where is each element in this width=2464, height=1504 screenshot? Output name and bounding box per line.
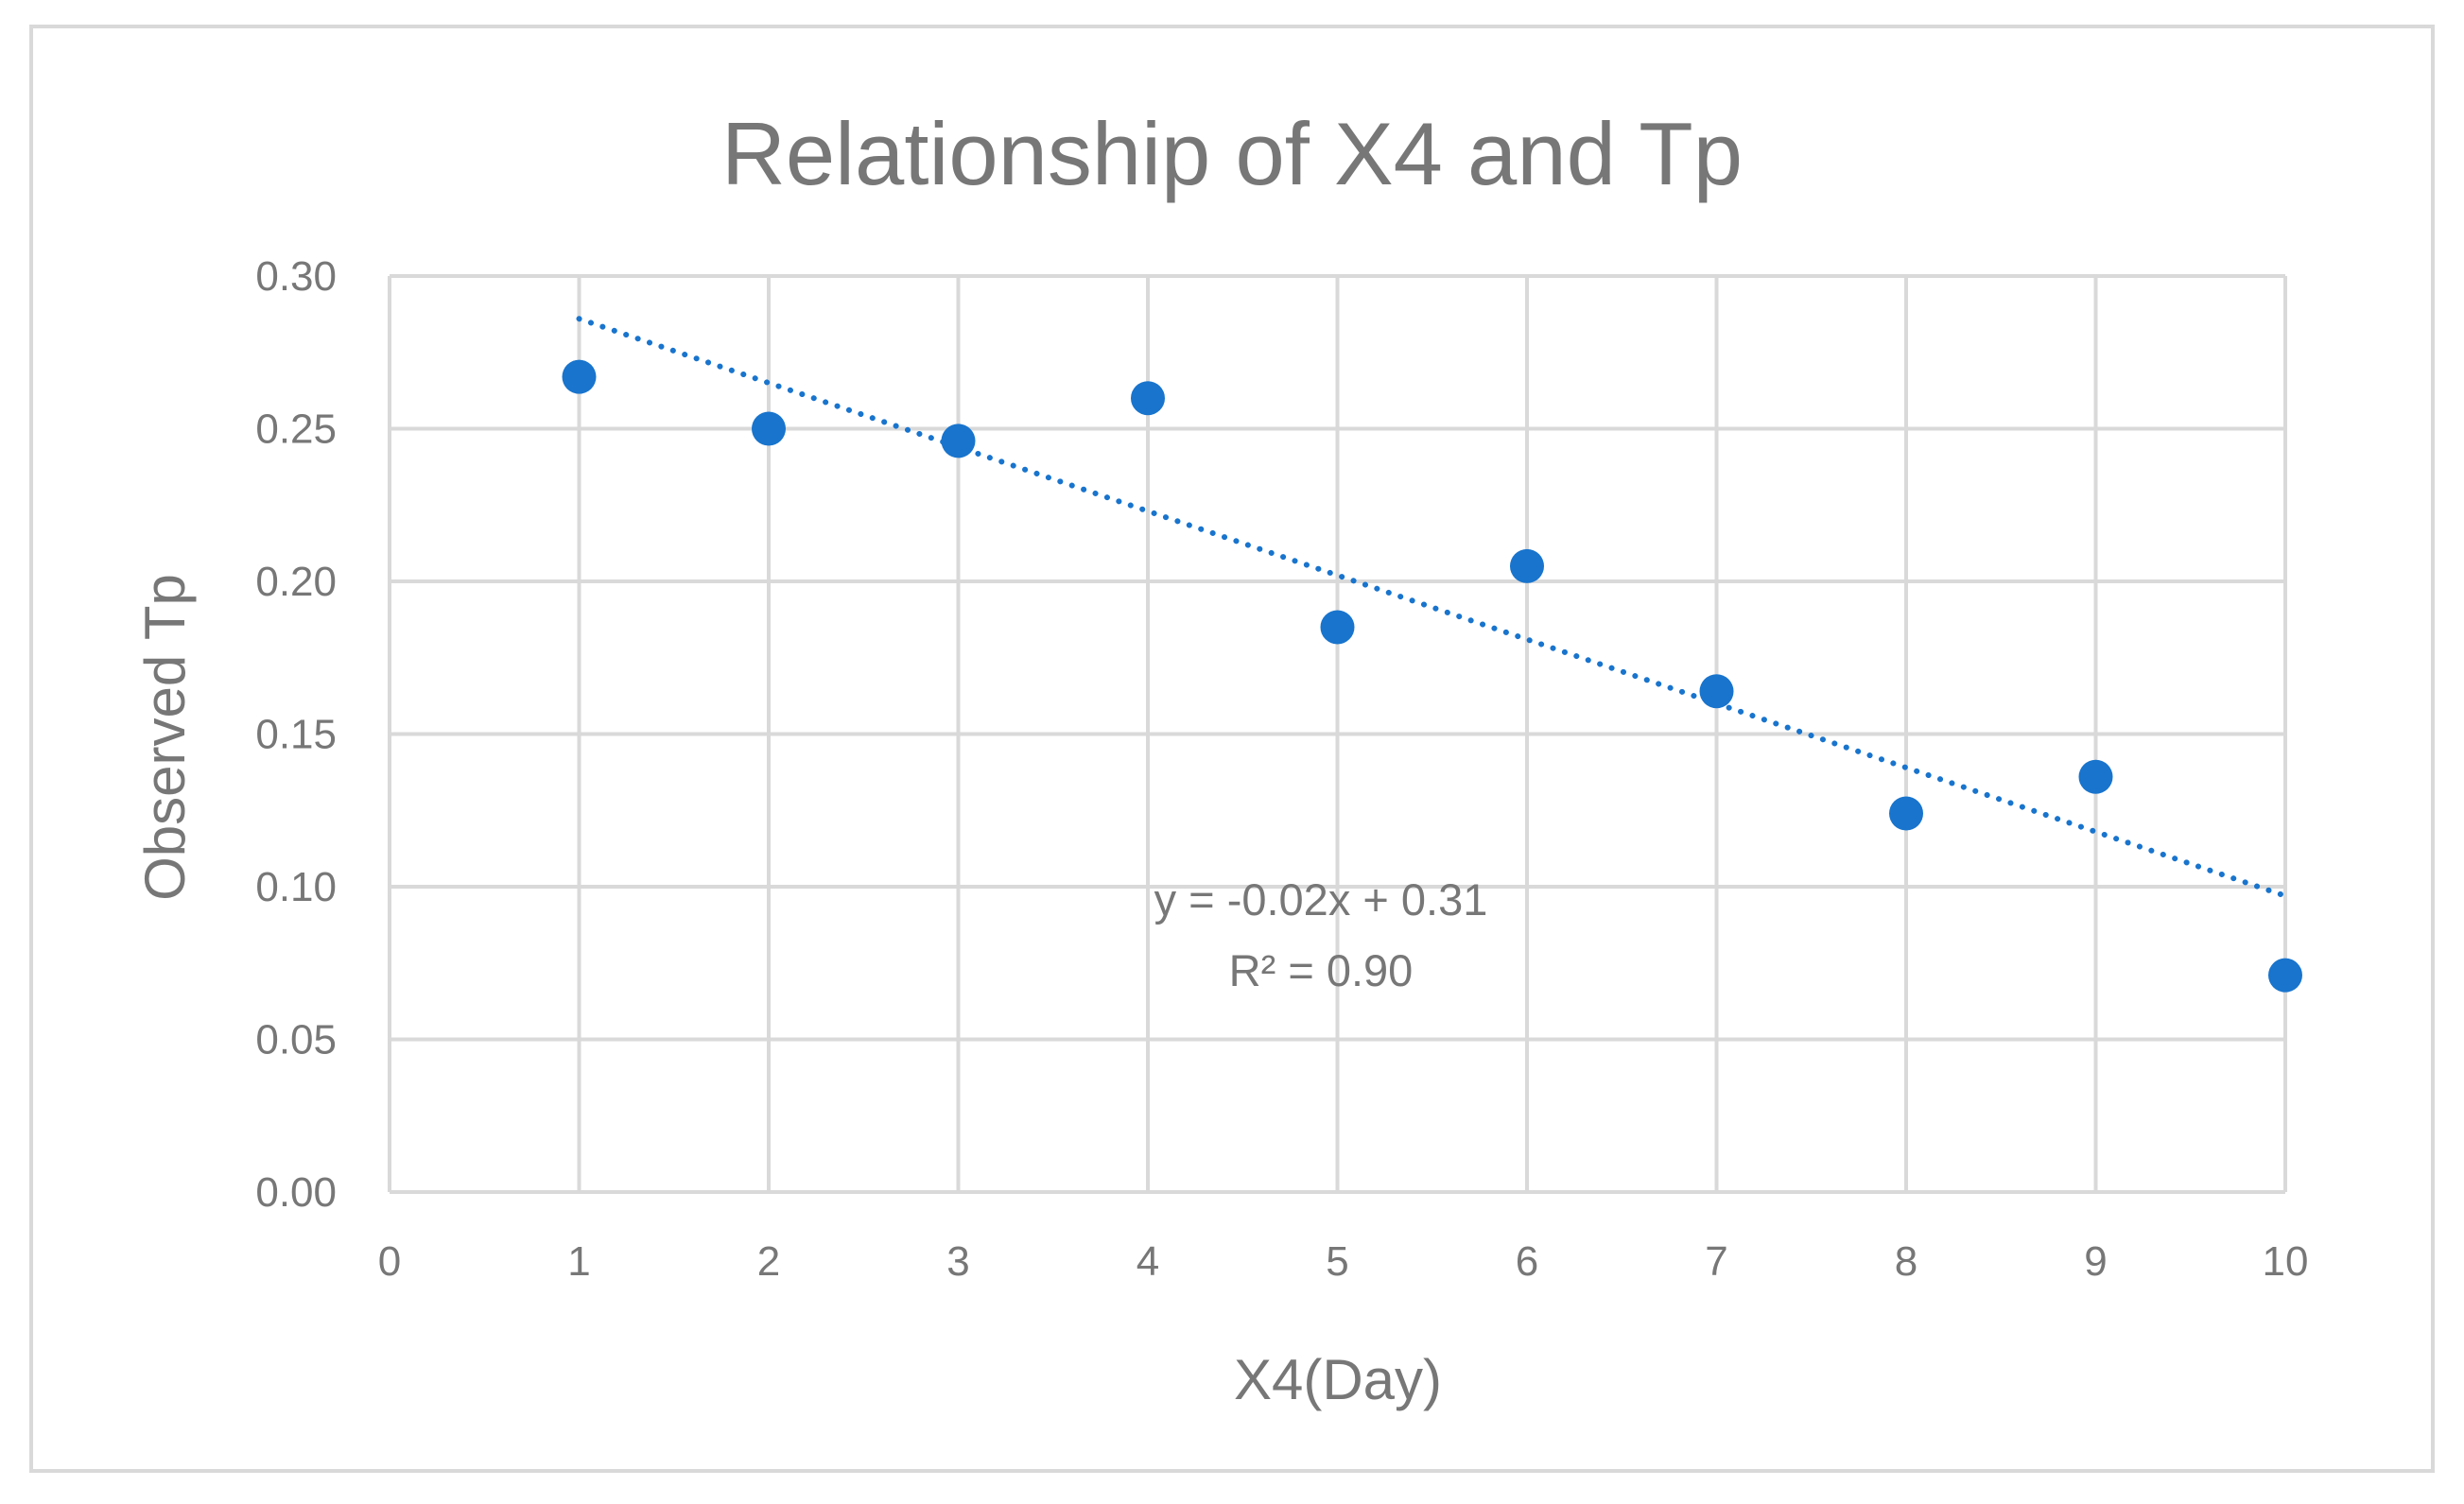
chart-border — [29, 25, 2435, 1473]
y-tick-label-1: 0.05 — [255, 1017, 337, 1063]
data-point-9 — [2078, 759, 2113, 794]
x-tick-label-1: 1 — [567, 1238, 590, 1285]
trendline — [576, 316, 2288, 899]
x-axis-title: X4(Day) — [1234, 1348, 1442, 1411]
trendline-equation: y = -0.02x + 0.31 — [1154, 874, 1488, 925]
x-tick-label-8: 8 — [1895, 1238, 1917, 1285]
data-points — [562, 359, 2302, 993]
data-point-6 — [1510, 548, 1544, 583]
data-point-1 — [562, 359, 597, 394]
x-tick-labels: 0 1 2 3 4 5 6 7 8 9 10 — [378, 1238, 2309, 1285]
data-point-3 — [941, 424, 976, 458]
y-tick-label-4: 0.20 — [255, 559, 337, 605]
x-tick-label-6: 6 — [1516, 1238, 1538, 1285]
x-tick-label-3: 3 — [946, 1238, 969, 1285]
x-tick-label-0: 0 — [378, 1238, 401, 1285]
x-tick-label-5: 5 — [1326, 1238, 1348, 1285]
trendline-r2: R² = 0.90 — [1229, 945, 1414, 995]
data-point-4 — [1131, 381, 1165, 416]
y-tick-label-3: 0.15 — [255, 712, 337, 758]
y-tick-labels: 0.00 0.05 0.10 0.15 0.20 0.25 0.30 — [255, 253, 337, 1216]
chart-title: Relationship of X4 and Tp — [721, 104, 1743, 203]
y-tick-label-0: 0.00 — [255, 1169, 337, 1216]
data-point-8 — [1889, 796, 1923, 831]
x-tick-label-2: 2 — [757, 1238, 780, 1285]
data-point-7 — [1699, 674, 1734, 709]
data-point-5 — [1320, 610, 1355, 645]
y-tick-label-5: 0.25 — [255, 406, 337, 453]
data-point-10 — [2268, 958, 2302, 993]
x-tick-label-9: 9 — [2084, 1238, 2107, 1285]
data-point-2 — [752, 411, 786, 446]
x-tick-label-10: 10 — [2263, 1238, 2309, 1285]
y-tick-label-6: 0.30 — [255, 253, 337, 300]
x-tick-label-4: 4 — [1137, 1238, 1159, 1285]
x-tick-label-7: 7 — [1705, 1238, 1727, 1285]
y-tick-label-2: 0.10 — [255, 864, 337, 910]
y-axis-title: Observed Tp — [133, 574, 197, 901]
